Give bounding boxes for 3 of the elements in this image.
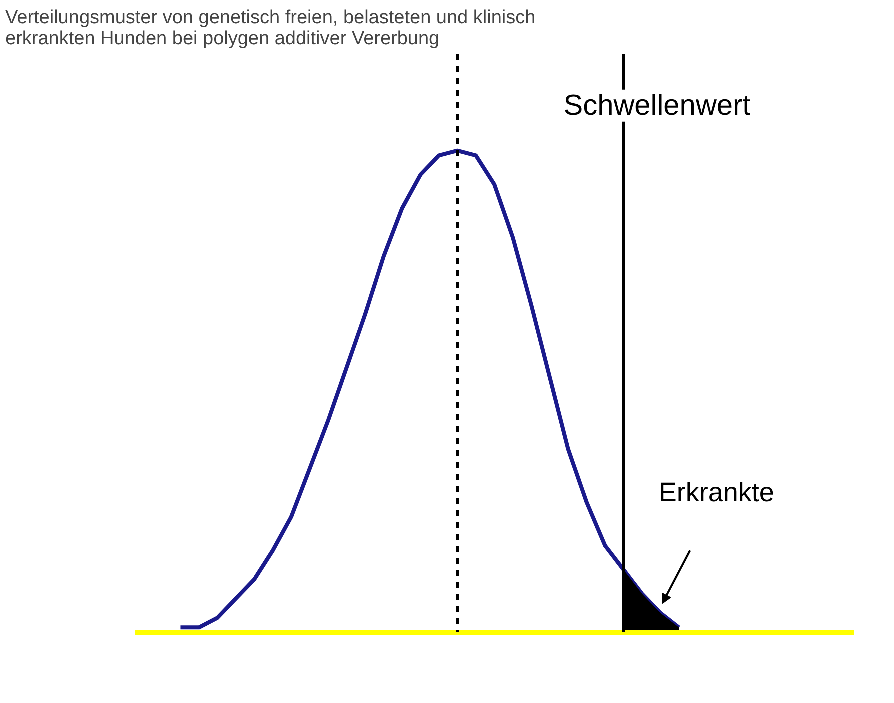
chart-title: Verteilungsmuster von genetisch freien, belasteten und klinisch erkrankten Hunden bei polygen additiver Vererbung	[6, 8, 536, 50]
text: Schwellenwert	[564, 90, 751, 122]
annotation: Erkrankte	[658, 477, 774, 508]
